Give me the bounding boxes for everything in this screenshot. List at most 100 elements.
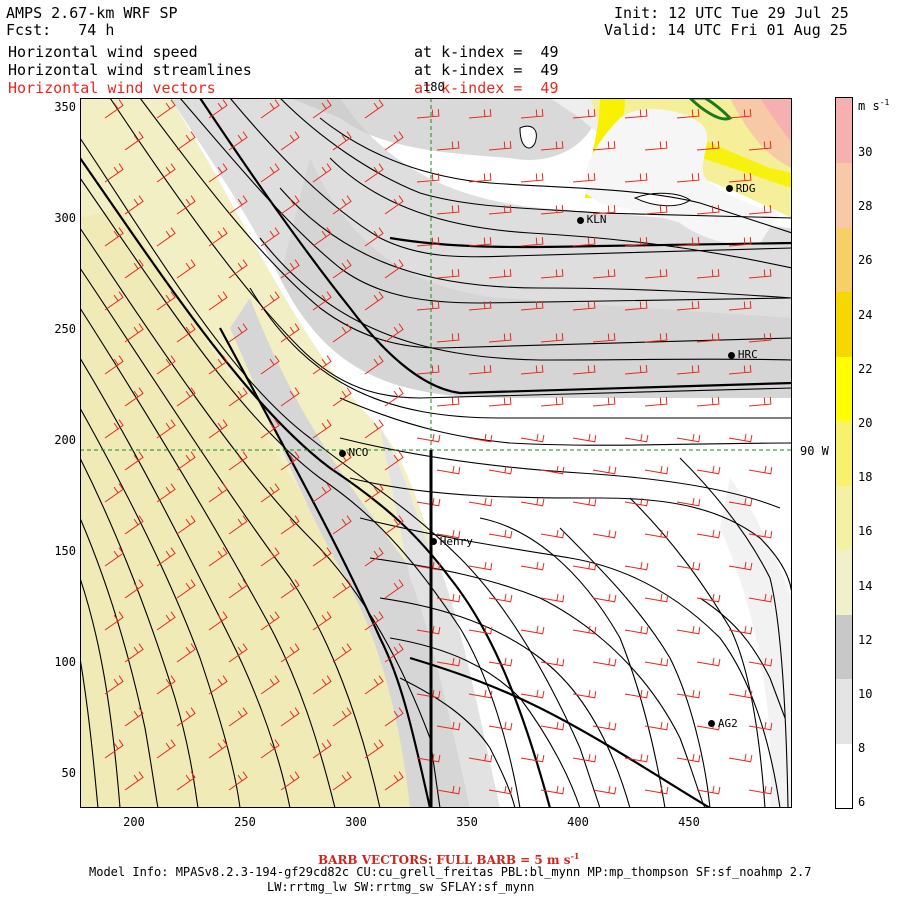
wind-barb [468,497,493,507]
wind-barb [332,579,352,599]
wind-barb [364,675,384,695]
wind-barb [156,483,176,503]
wind-barb [624,173,648,183]
wind-barb [312,227,332,247]
wind-barb [436,657,461,667]
wind-barb [520,561,545,571]
wind-barb [436,721,461,731]
wind-barb [104,611,124,631]
wind-barb [228,451,248,471]
wind-barb [384,451,404,471]
wind-barb [592,721,617,731]
wind-barb [104,675,124,695]
wind-barb [540,593,565,603]
wind-barb [416,625,441,635]
colorbar-tick-label: 6 [858,795,866,810]
field-level-streamlines: at k-index = 49 [414,61,559,79]
wind-barb [124,643,144,663]
colorbar-segment [836,420,852,486]
colorbar-segment [836,162,852,228]
colorbar-tick-label: 20 [858,416,873,430]
station-marker [430,538,438,546]
wind-barb [228,515,248,535]
wind-barb [176,643,196,663]
wind-barb [364,739,384,759]
wind-barb [176,707,196,727]
colorbar-tick-label: 8 [858,741,866,756]
field-name-streamlines: Horizontal wind streamlines [8,61,252,79]
wind-barb [124,451,144,471]
wind-barb [468,753,493,763]
wind-barb [384,643,404,663]
wind-barb [228,323,248,343]
wind-barb [676,237,700,247]
colorbar-segment [836,614,852,680]
wind-barb [676,433,701,443]
map-canvas [80,98,792,808]
wind-barb [436,593,461,603]
wind-barb [332,323,352,343]
wind-barb [728,237,752,247]
station-marker [339,449,347,457]
wind-barb [104,419,124,439]
wind-barb [156,739,176,759]
wind-barb [176,387,196,407]
wind-barb [488,397,512,407]
wind-barb [104,483,124,503]
wind-barb [676,689,701,699]
wind-barb [312,99,332,119]
wind-barb [124,195,144,215]
wind-barb [208,675,228,695]
colorbar-tick-label: 26 [858,253,873,268]
wind-barb [416,689,441,699]
wind-barb [540,529,565,539]
field-level-speed: at k-index = 49 [414,43,559,61]
wind-barb [696,529,721,539]
colorbar-segment [836,678,852,744]
wind-barb [156,291,176,311]
wind-barb [436,205,460,215]
wind-barb [312,483,332,503]
wind-barb [592,205,616,215]
wind-barb [468,689,493,699]
wind-barb [696,657,721,667]
colorbar [835,97,853,809]
wind-barb [416,561,441,571]
wind-barb [572,689,597,699]
colorbar-segment [836,549,852,615]
station-label-ag2: AG2 [717,716,738,730]
wind-barb [384,195,404,215]
colorbar-segment [836,98,852,164]
colorbar-tick-label: 14 [858,578,873,593]
wind-barb [624,625,649,635]
meridian-top-label: 180 [423,80,445,94]
wind-barb [520,689,545,699]
wind-barb [280,771,300,791]
wind-barb [696,593,721,603]
colorbar-segment [836,291,852,357]
wind-barb [124,131,144,151]
wind-barb [728,753,753,763]
wind-barb [592,141,616,151]
wind-barb [468,433,493,443]
colorbar-segment [836,743,852,809]
wind-barb [416,109,440,119]
wind-barb [540,657,565,667]
wind-barb [520,301,544,311]
wind-barb [728,109,752,119]
wind-barb [228,579,248,599]
wind-barb [748,529,773,539]
wind-barb [124,707,144,727]
wind-barb [156,99,176,119]
wind-barb [312,739,332,759]
wind-barb [260,611,280,631]
wind-barb [644,141,668,151]
wind-barb [520,433,545,443]
y-tick-label: 350 [54,100,76,114]
wind-barb [176,515,196,535]
wind-barb [228,643,248,663]
wind-barb [384,771,404,791]
wind-barb [332,771,352,791]
wind-barb [676,109,700,119]
field-level-vectors: at k-index = 49 [414,79,559,97]
